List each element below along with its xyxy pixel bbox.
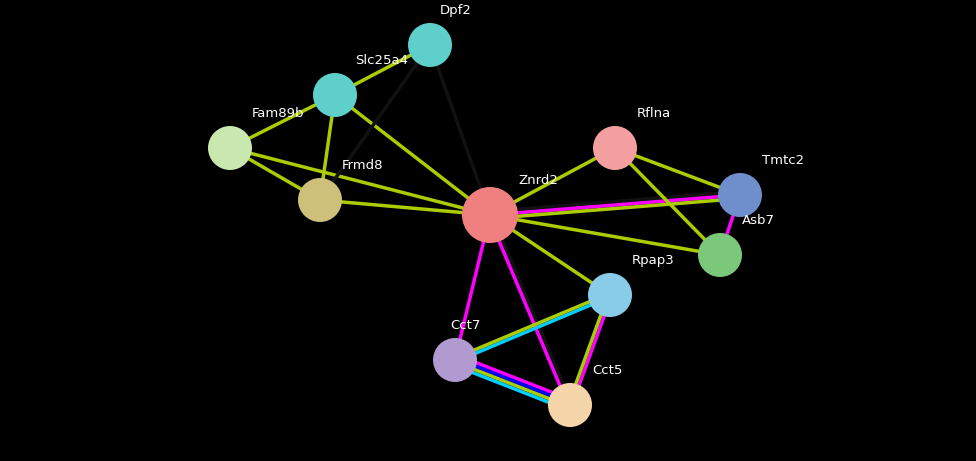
Text: Fam89b: Fam89b <box>252 107 305 120</box>
Circle shape <box>718 173 762 217</box>
Circle shape <box>698 233 742 277</box>
Circle shape <box>433 338 477 382</box>
Circle shape <box>588 273 632 317</box>
Text: Slc25a4: Slc25a4 <box>355 54 408 67</box>
Circle shape <box>298 178 342 222</box>
Text: Rpap3: Rpap3 <box>632 254 674 267</box>
Circle shape <box>548 383 592 427</box>
Text: Rflna: Rflna <box>637 107 671 120</box>
Circle shape <box>208 126 252 170</box>
Text: Tmtc2: Tmtc2 <box>762 154 804 167</box>
Circle shape <box>408 23 452 67</box>
Circle shape <box>593 126 637 170</box>
Text: Asb7: Asb7 <box>742 214 775 227</box>
Text: Dpf2: Dpf2 <box>440 4 471 17</box>
Circle shape <box>462 187 518 243</box>
Text: Cct5: Cct5 <box>592 364 623 377</box>
Circle shape <box>313 73 357 117</box>
Text: Cct7: Cct7 <box>450 319 480 332</box>
Text: Frmd8: Frmd8 <box>342 159 384 172</box>
Text: Znrd2: Znrd2 <box>518 174 558 187</box>
